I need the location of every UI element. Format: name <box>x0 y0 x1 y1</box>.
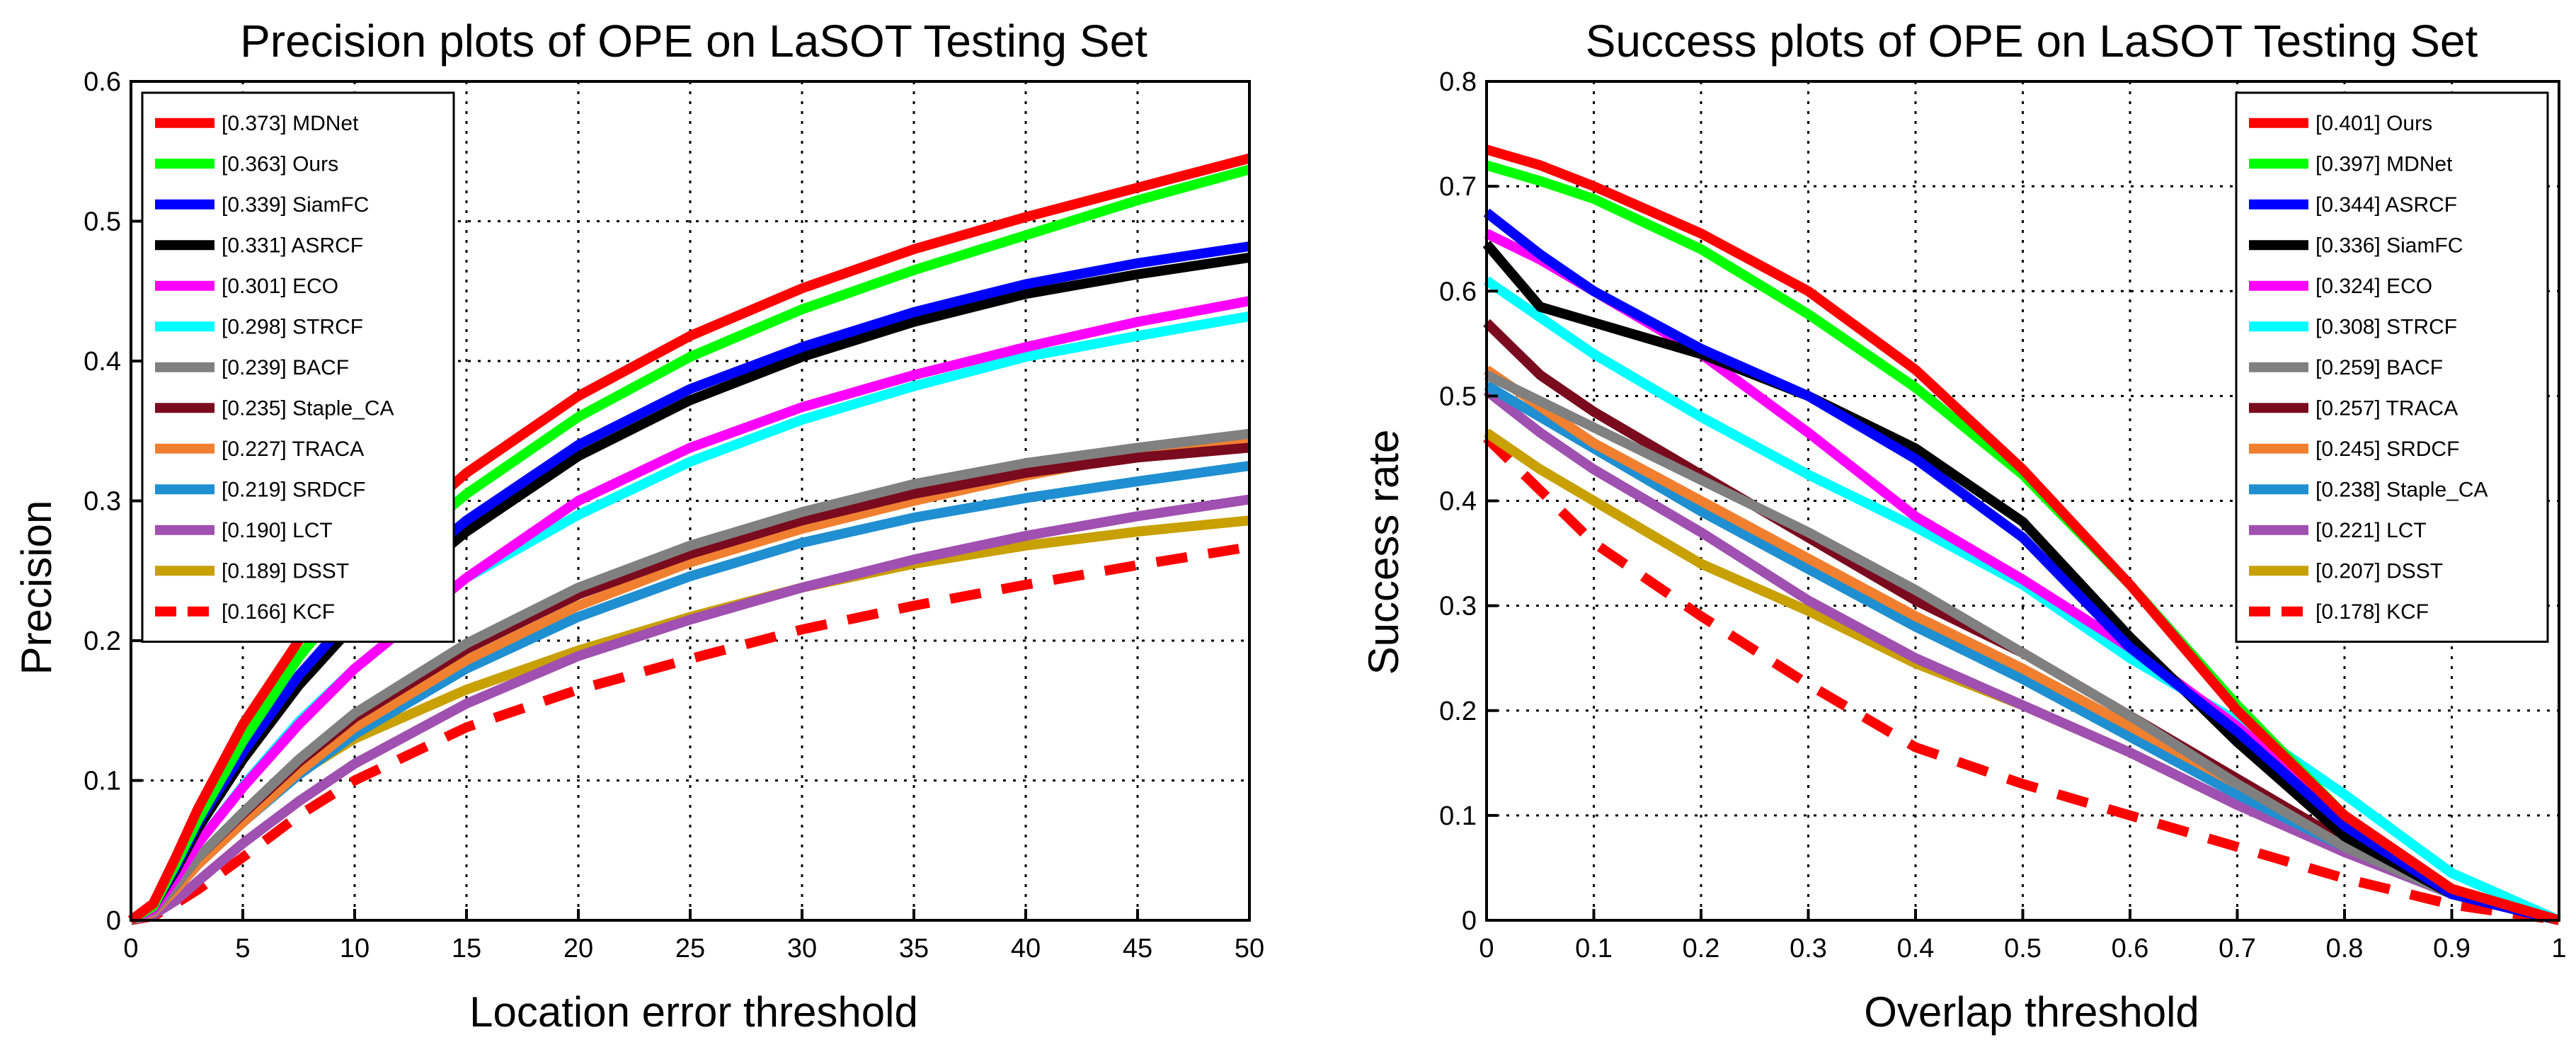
legend-label: [0.219] SRDCF <box>222 478 365 501</box>
y-axis-label: Success rate <box>1360 430 1407 675</box>
x-tick-label: 0 <box>123 934 138 963</box>
y-tick-label: 0.5 <box>1439 382 1477 411</box>
x-tick-label: 0.8 <box>2326 934 2364 963</box>
x-tick-label: 40 <box>1011 934 1041 963</box>
x-tick-label: 35 <box>899 934 929 963</box>
y-tick-label: 0.7 <box>1439 172 1477 202</box>
x-tick-label: 0.4 <box>1897 934 1935 963</box>
x-tick-label: 0.6 <box>2112 934 2149 963</box>
x-tick-label: 50 <box>1235 934 1264 963</box>
x-tick-label: 1 <box>2551 934 2566 963</box>
y-tick-label: 0 <box>106 906 121 936</box>
series-line-strcf <box>1484 276 2561 925</box>
legend-label: [0.238] Staple_CA <box>2315 478 2488 501</box>
legend-label: [0.189] DSST <box>222 559 349 583</box>
y-tick-label: 0.1 <box>1439 801 1477 831</box>
y-tick-label: 0.4 <box>84 347 121 377</box>
legend-label: [0.344] ASRCF <box>2315 193 2457 217</box>
legend-label: [0.298] STRCF <box>222 315 363 338</box>
y-tick-label: 0.2 <box>84 627 121 656</box>
series-line-bacf <box>129 428 1250 925</box>
x-tick-label: 0.9 <box>2433 934 2471 963</box>
legend-label: [0.239] BACF <box>222 356 349 379</box>
x-tick-label: 10 <box>340 934 370 963</box>
legend-label: [0.336] SiamFC <box>2315 234 2463 257</box>
legend-label: [0.221] LCT <box>2315 519 2427 542</box>
x-tick-label: 45 <box>1123 934 1152 963</box>
x-tick-label: 30 <box>787 934 817 963</box>
y-tick-label: 0.6 <box>1439 277 1477 307</box>
x-tick-label: 0.7 <box>2219 934 2256 963</box>
y-tick-label: 0.3 <box>84 487 121 517</box>
x-tick-label: 5 <box>235 934 250 963</box>
y-tick-label: 0.1 <box>84 767 121 796</box>
legend-label: [0.373] MDNet <box>222 112 359 135</box>
y-tick-label: 0.4 <box>1439 487 1477 517</box>
series-line-ours <box>1485 144 2560 925</box>
plot-frame <box>1485 80 2560 922</box>
legend-label: [0.190] LCT <box>222 519 333 542</box>
legend-label: [0.178] KCF <box>2315 600 2429 624</box>
success-chart: Success plots of OPE on LaSOT Testing Se… <box>1360 16 2567 1036</box>
legend-label: [0.324] ECO <box>2315 275 2432 298</box>
series-line-lct <box>130 494 1251 925</box>
x-tick-label: 0.3 <box>1790 934 1827 963</box>
y-tick-label: 0.5 <box>84 207 121 237</box>
series-line-mdnet <box>127 153 1251 925</box>
series-line-asrcf <box>1483 208 2560 925</box>
x-axis-label: Location error threshold <box>469 988 918 1036</box>
series-line-kcf <box>1483 434 2560 925</box>
legend-label: [0.257] TRACA <box>2315 396 2458 420</box>
legend-label: [0.331] ASRCF <box>222 234 363 257</box>
chart-title: Success plots of OPE on LaSOT Testing Se… <box>1586 16 2478 67</box>
y-tick-label: 0.6 <box>84 67 121 97</box>
y-tick-label: 0.2 <box>1439 697 1477 726</box>
legend-label: [0.339] SiamFC <box>222 193 369 217</box>
legend-label: [0.207] DSST <box>2315 559 2443 583</box>
x-tick-label: 15 <box>452 934 481 963</box>
x-tick-label: 0.1 <box>1575 934 1613 963</box>
series-line-bacf <box>1484 370 2560 925</box>
legend-label: [0.235] Staple_CA <box>222 396 394 420</box>
y-tick-label: 0.3 <box>1439 592 1477 622</box>
y-axis-label: Precision <box>13 500 60 675</box>
legend-label: [0.363] Ours <box>222 152 338 176</box>
x-axis-label: Overlap threshold <box>1864 988 2199 1036</box>
legend-label: [0.227] TRACA <box>222 437 364 461</box>
series-line-eco <box>128 296 1251 925</box>
legend-label: [0.301] ECO <box>222 275 338 298</box>
legend-label: [0.397] MDNet <box>2315 152 2453 176</box>
legend-label: [0.308] STRCF <box>2315 315 2457 338</box>
chart-title: Precision plots of OPE on LaSOT Testing … <box>240 16 1147 67</box>
x-tick-label: 0.2 <box>1683 934 1720 963</box>
legend-label: [0.166] KCF <box>222 600 335 624</box>
plot-frame <box>130 80 1251 922</box>
legend-label: [0.245] SRDCF <box>2315 437 2459 461</box>
x-tick-label: 25 <box>675 934 705 963</box>
y-tick-label: 0 <box>1462 906 1477 936</box>
y-tick-label: 0.8 <box>1439 67 1477 97</box>
legend-label: [0.259] BACF <box>2315 356 2443 379</box>
x-tick-label: 20 <box>563 934 593 963</box>
precision-chart: Precision plots of OPE on LaSOT Testing … <box>13 16 1264 1036</box>
series-line-siamfc <box>1482 241 2560 925</box>
x-tick-label: 0.5 <box>2004 934 2042 963</box>
legend-label: [0.401] Ours <box>2315 112 2432 135</box>
x-tick-label: 0 <box>1479 934 1494 963</box>
